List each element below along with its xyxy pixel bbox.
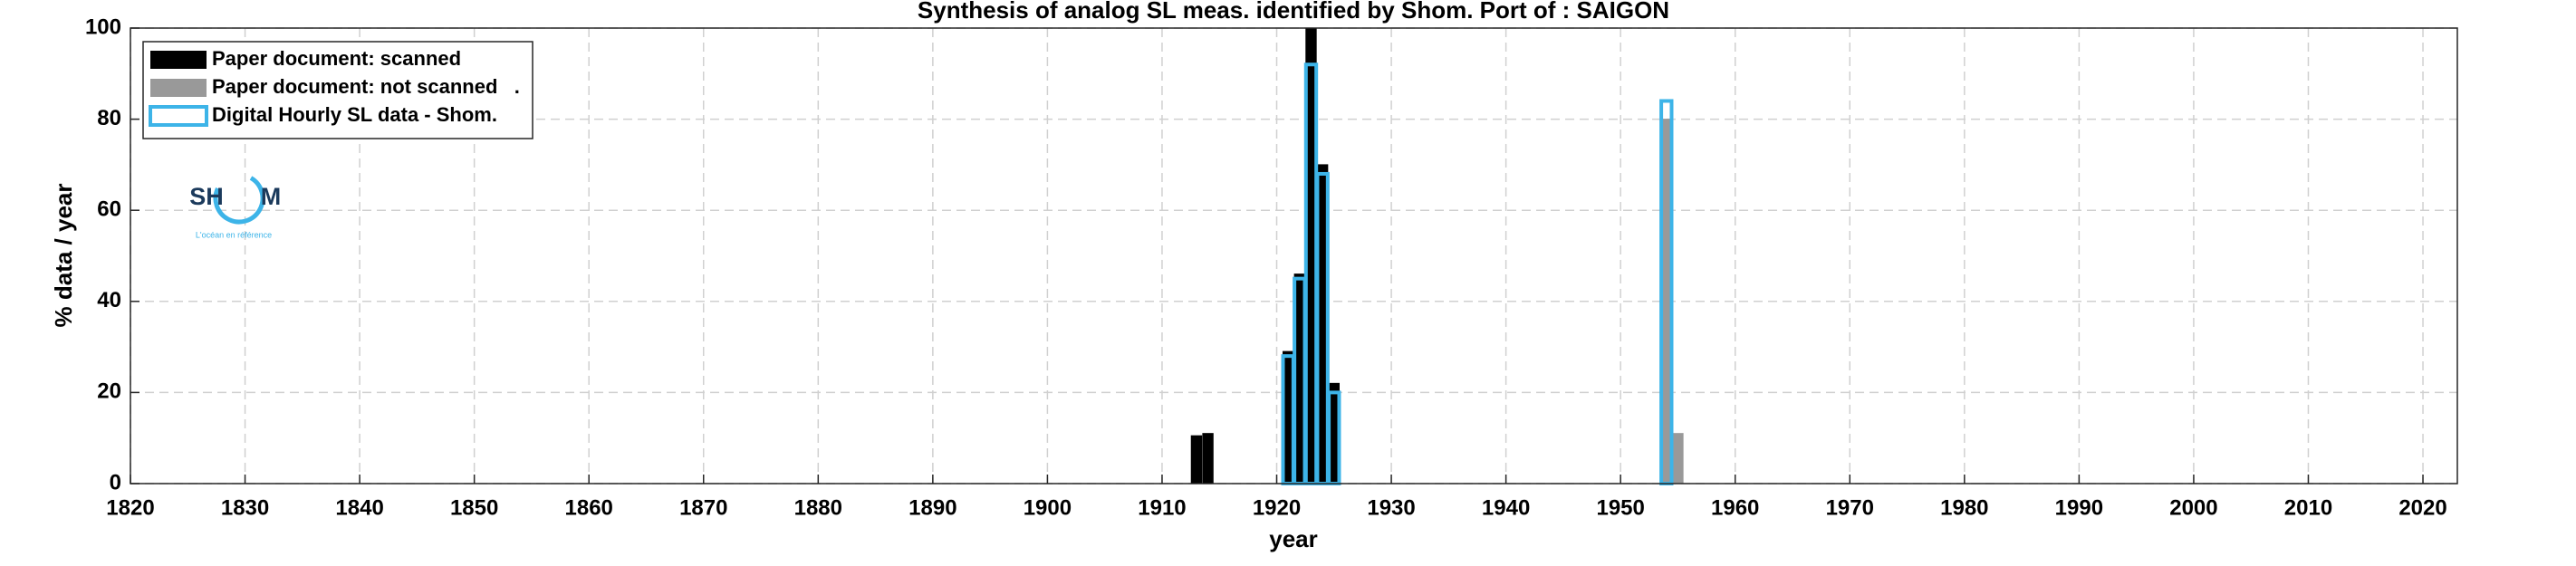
x-tick-label: 1970 (1826, 495, 1874, 520)
x-tick-label: 2020 (2398, 495, 2446, 520)
x-tick-label: 1910 (1138, 495, 1186, 520)
y-tick-label: 60 (97, 197, 121, 222)
bar (1672, 433, 1684, 484)
legend-label: Paper document: scanned (212, 47, 461, 70)
logo-text: M (261, 183, 282, 210)
x-tick-label: 1850 (450, 495, 498, 520)
logo: SH M L'océan en référence (189, 172, 282, 239)
x-tick-label: 1870 (679, 495, 727, 520)
logo-ring (213, 172, 265, 225)
x-tick-label: 1830 (221, 495, 269, 520)
x-tick-label: 1980 (1940, 495, 1988, 520)
y-axis-label: % data / year (50, 184, 77, 328)
y-tick-label: 20 (97, 379, 121, 404)
legend-swatch (150, 51, 207, 69)
x-tick-label: 1990 (2055, 495, 2103, 520)
x-tick-label: 2000 (2169, 495, 2217, 520)
y-tick-label: 100 (85, 14, 121, 39)
x-tick-label: 1960 (1711, 495, 1759, 520)
logo-tagline: L'océan en référence (196, 230, 272, 239)
x-tick-label: 1930 (1367, 495, 1415, 520)
x-tick-label: 1900 (1024, 495, 1072, 520)
x-axis-label: year (1269, 525, 1318, 552)
x-tick-label: 2010 (2284, 495, 2332, 520)
legend-swatch (149, 105, 208, 127)
y-tick-label: 0 (110, 470, 121, 494)
x-tick-label: 1840 (335, 495, 383, 520)
x-tick-label: 1860 (565, 495, 613, 520)
x-tick-label: 1940 (1482, 495, 1530, 520)
x-tick-label: 1880 (794, 495, 842, 520)
legend-label: Digital Hourly SL data - Shom. (212, 103, 497, 126)
x-tick-label: 1820 (106, 495, 154, 520)
x-tick-label: 1920 (1253, 495, 1301, 520)
logo-text: SH (189, 183, 224, 210)
y-tick-label: 40 (97, 288, 121, 312)
y-tick-label: 80 (97, 106, 121, 130)
plot-frame (130, 27, 2458, 484)
x-tick-label: 1950 (1596, 495, 1644, 520)
bar (1190, 435, 1203, 484)
x-tick-label: 1890 (908, 495, 956, 520)
legend: Paper document: scanned Paper document: n… (142, 41, 533, 139)
legend-label: Paper document: not scanned . (212, 75, 520, 98)
bar (1202, 433, 1214, 484)
legend-swatch (150, 79, 207, 97)
chart-title: Synthesis of analog SL meas. identified … (918, 0, 1669, 24)
